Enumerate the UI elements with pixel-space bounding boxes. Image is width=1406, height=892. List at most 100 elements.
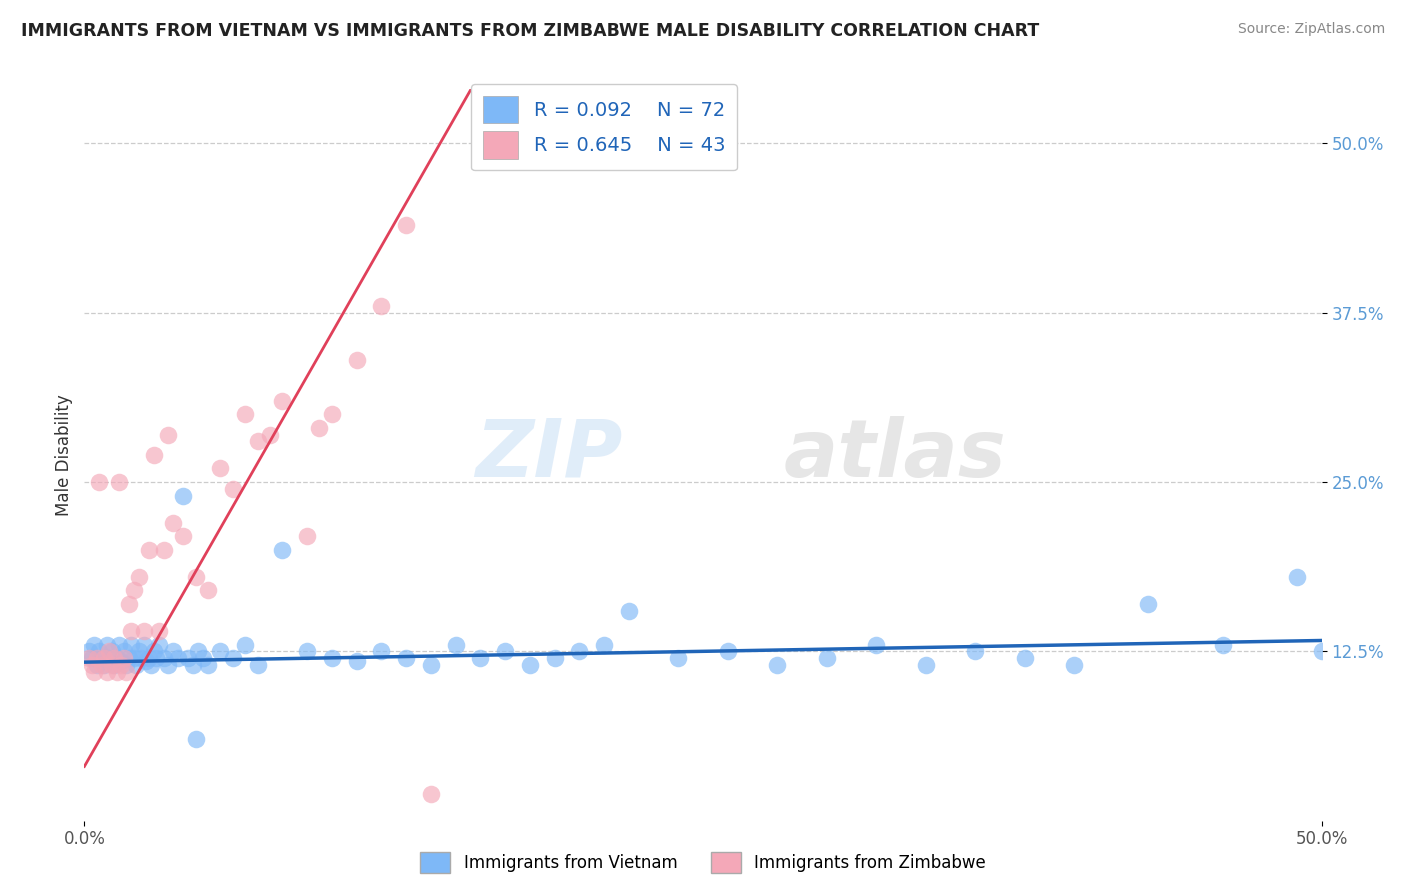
Point bbox=[717, 644, 740, 658]
Point bbox=[295, 644, 318, 658]
Point bbox=[191, 651, 214, 665]
Point bbox=[246, 657, 269, 672]
Point bbox=[181, 657, 204, 672]
Point bbox=[346, 654, 368, 668]
Point bbox=[157, 657, 180, 672]
Point bbox=[187, 644, 209, 658]
Point bbox=[128, 644, 150, 658]
Point bbox=[162, 516, 184, 530]
Point bbox=[1137, 597, 1160, 611]
Point bbox=[233, 407, 256, 421]
Point bbox=[295, 529, 318, 543]
Point bbox=[141, 657, 163, 672]
Point bbox=[112, 651, 135, 665]
Point bbox=[120, 638, 142, 652]
Point bbox=[172, 489, 194, 503]
Point bbox=[766, 657, 789, 672]
Point bbox=[96, 665, 118, 679]
Point bbox=[172, 529, 194, 543]
Point bbox=[444, 638, 467, 652]
Point bbox=[233, 638, 256, 652]
Point bbox=[259, 427, 281, 442]
Point bbox=[132, 624, 155, 638]
Point bbox=[129, 651, 152, 665]
Point bbox=[157, 427, 180, 442]
Point bbox=[593, 638, 616, 652]
Point bbox=[865, 638, 887, 652]
Point bbox=[395, 218, 418, 232]
Point bbox=[103, 651, 125, 665]
Point bbox=[132, 638, 155, 652]
Point bbox=[145, 651, 167, 665]
Text: Source: ZipAtlas.com: Source: ZipAtlas.com bbox=[1237, 22, 1385, 37]
Legend: Immigrants from Vietnam, Immigrants from Zimbabwe: Immigrants from Vietnam, Immigrants from… bbox=[413, 846, 993, 880]
Point bbox=[162, 644, 184, 658]
Point bbox=[120, 624, 142, 638]
Point bbox=[105, 665, 128, 679]
Point bbox=[152, 542, 174, 557]
Point bbox=[125, 657, 148, 672]
Point bbox=[122, 651, 145, 665]
Point bbox=[83, 665, 105, 679]
Point bbox=[152, 651, 174, 665]
Point bbox=[128, 570, 150, 584]
Point bbox=[568, 644, 591, 658]
Text: ZIP: ZIP bbox=[475, 416, 623, 494]
Point bbox=[80, 651, 103, 665]
Point bbox=[79, 651, 101, 665]
Point bbox=[148, 624, 170, 638]
Y-axis label: Male Disability: Male Disability bbox=[55, 394, 73, 516]
Legend: R = 0.092    N = 72, R = 0.645    N = 43: R = 0.092 N = 72, R = 0.645 N = 43 bbox=[471, 84, 737, 170]
Point bbox=[105, 651, 128, 665]
Point bbox=[308, 421, 330, 435]
Point bbox=[142, 644, 165, 658]
Point bbox=[246, 434, 269, 449]
Text: atlas: atlas bbox=[783, 416, 1007, 494]
Point bbox=[666, 651, 689, 665]
Point bbox=[321, 407, 343, 421]
Point bbox=[79, 644, 101, 658]
Point bbox=[271, 542, 294, 557]
Point bbox=[112, 644, 135, 658]
Point bbox=[209, 644, 232, 658]
Point bbox=[83, 638, 105, 652]
Point bbox=[103, 657, 125, 672]
Point bbox=[98, 644, 121, 658]
Point bbox=[118, 651, 141, 665]
Point bbox=[419, 657, 441, 672]
Point bbox=[184, 732, 207, 747]
Point bbox=[543, 651, 565, 665]
Point bbox=[110, 657, 132, 672]
Point bbox=[89, 644, 111, 658]
Point bbox=[914, 657, 936, 672]
Point bbox=[100, 644, 122, 658]
Point bbox=[142, 448, 165, 462]
Point bbox=[108, 475, 131, 489]
Point bbox=[370, 644, 392, 658]
Point bbox=[1014, 651, 1036, 665]
Point bbox=[346, 353, 368, 368]
Point bbox=[135, 654, 157, 668]
Point bbox=[115, 657, 138, 672]
Point bbox=[89, 475, 111, 489]
Point bbox=[138, 542, 160, 557]
Point bbox=[177, 651, 200, 665]
Point bbox=[519, 657, 541, 672]
Point bbox=[86, 657, 108, 672]
Point bbox=[815, 651, 838, 665]
Point bbox=[90, 651, 112, 665]
Point bbox=[419, 787, 441, 801]
Point bbox=[90, 657, 112, 672]
Point bbox=[617, 604, 640, 618]
Point bbox=[96, 638, 118, 652]
Point bbox=[115, 665, 138, 679]
Point bbox=[494, 644, 516, 658]
Point bbox=[80, 657, 103, 672]
Point bbox=[184, 570, 207, 584]
Point bbox=[100, 657, 122, 672]
Point bbox=[1285, 570, 1308, 584]
Point bbox=[93, 657, 115, 672]
Point bbox=[370, 299, 392, 313]
Point bbox=[148, 638, 170, 652]
Point bbox=[222, 482, 245, 496]
